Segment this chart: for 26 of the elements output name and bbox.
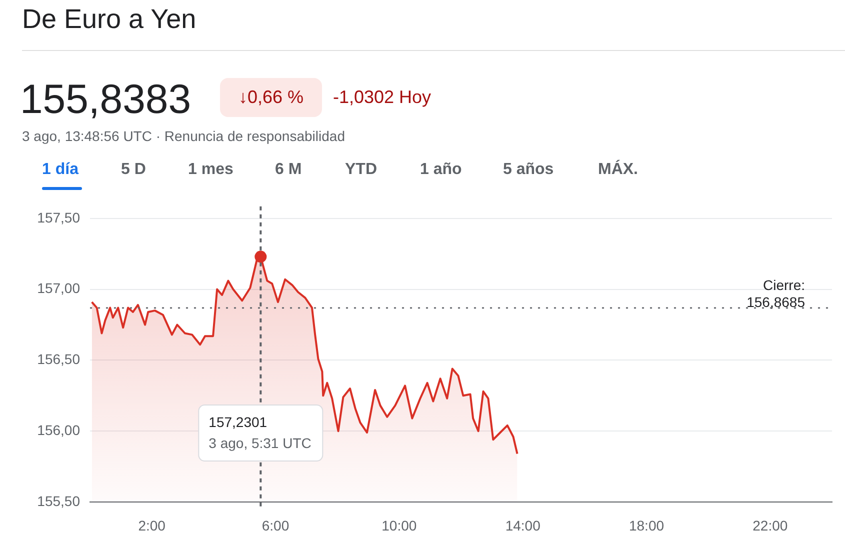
text: 5 años	[503, 161, 554, 179]
text: ↓0,66 %	[220, 78, 322, 117]
x-tick-label: 14:00	[505, 517, 541, 534]
text: 1 día	[42, 161, 78, 179]
chart-title: De Euro a Yen	[22, 4, 196, 35]
x-tick-label: 10:00	[382, 517, 417, 534]
y-tick-label: 155,50	[37, 492, 80, 509]
text: -1,0302 Hoy	[333, 87, 432, 108]
text: YTD	[345, 161, 377, 179]
y-tick-label: 157,50	[37, 209, 80, 226]
x-tick-label: 2:00	[138, 517, 166, 534]
text: 3 ago, 13:48:56 UTC · Renuncia de responsabilidad	[22, 128, 345, 144]
text: 155,8383	[20, 76, 192, 123]
text: 5 D	[121, 161, 146, 179]
y-tick-label: 157,00	[37, 280, 80, 296]
text: MÁX.	[598, 161, 638, 179]
ref-line-label: Cierre: 156,8685	[746, 276, 806, 310]
text: 6 M	[275, 161, 302, 179]
annotation: 157,2301 3 ago, 5:31 UTC	[208, 414, 312, 451]
x-tick-label: 18:00	[628, 517, 664, 534]
y-tick-label: 156,00	[37, 422, 80, 438]
y-tick-label: 156,50	[37, 351, 80, 368]
text: 1 año	[420, 161, 462, 179]
text: 1 mes	[188, 161, 234, 179]
x-tick-label: 22:00	[752, 517, 788, 534]
x-tick-label: 6:00	[262, 517, 290, 534]
